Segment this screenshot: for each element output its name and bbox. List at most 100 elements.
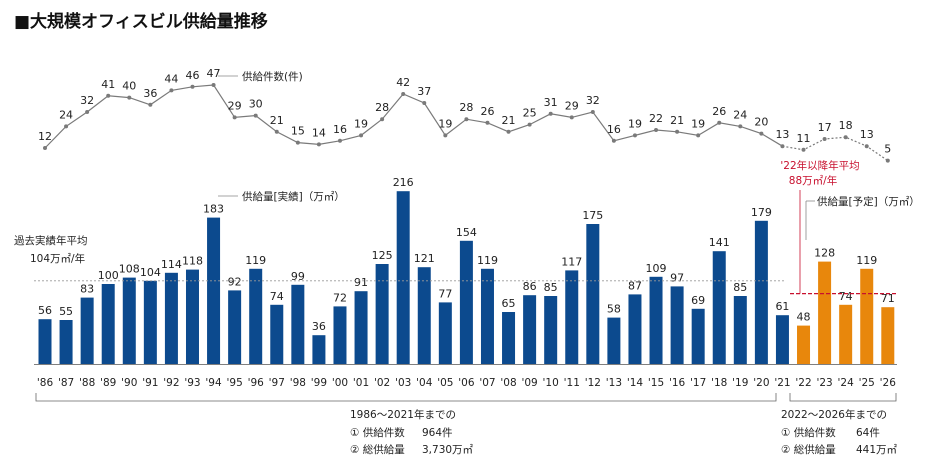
x-tick-label: '25 (859, 377, 875, 389)
count-value-label: 22 (649, 112, 663, 125)
x-tick-label: '05 (437, 377, 453, 389)
bar-planned-24 (839, 304, 853, 364)
x-tick-label: '06 (458, 377, 475, 389)
future-summary-count-label: ① 供給件数 (781, 426, 836, 439)
count-point (359, 133, 364, 138)
count-value-label: 30 (249, 98, 263, 111)
future-summary-total-label: ② 総供給量 (781, 443, 836, 456)
future-average-label: '22年以降年平均 (780, 159, 859, 172)
count-value-label: 19 (354, 117, 368, 130)
bar-value-label: 85 (544, 281, 558, 294)
bar-actual-95 (228, 290, 242, 364)
bar-value-label: 109 (646, 262, 667, 275)
x-tick-label: '26 (880, 377, 897, 389)
legend-actual: 供給量[実績]（万㎡） (242, 190, 345, 203)
bar-actual-90 (122, 277, 136, 364)
future-summary-title: 2022～2026年までの (781, 408, 887, 421)
x-tick-label: '19 (732, 377, 748, 389)
count-value-label: 28 (375, 101, 389, 114)
bar-value-label: 87 (628, 279, 642, 292)
bar-value-label: 179 (751, 206, 772, 219)
past-average-label: 過去実績年平均 (14, 234, 88, 247)
count-point (632, 133, 637, 138)
bar-actual-08 (502, 312, 516, 364)
count-point (759, 131, 764, 136)
count-value-label: 15 (291, 125, 305, 138)
count-point (675, 129, 680, 134)
x-tick-label: '09 (521, 377, 537, 389)
count-value-label: 21 (670, 114, 684, 127)
count-value-label: 24 (59, 108, 73, 121)
future-summary-total-value: 441万㎡ (856, 444, 898, 456)
count-value-label: 17 (818, 121, 832, 134)
bar-value-label: 92 (228, 275, 242, 288)
x-tick-label: '11 (564, 377, 580, 389)
count-value-label: 14 (312, 126, 326, 139)
count-value-label: 5 (884, 143, 891, 156)
x-tick-label: '16 (669, 377, 686, 389)
count-point (569, 115, 574, 120)
count-value-label: 12 (38, 130, 52, 143)
x-tick-label: '21 (774, 377, 790, 389)
bar-value-label: 183 (203, 203, 224, 216)
count-value-label: 19 (628, 117, 642, 130)
count-value-label: 19 (691, 117, 705, 130)
bar-actual-15 (649, 276, 663, 364)
x-tick-label: '92 (163, 377, 179, 389)
count-series-layer: 12 24 32 41 40 36 44 46 47 29 30 21 15 14 16 19 28 42 37 19… (38, 67, 891, 163)
count-value-label: 46 (185, 69, 199, 82)
bar-value-label: 154 (456, 226, 477, 239)
bar-actual-01 (354, 291, 368, 364)
x-tick-label: '04 (416, 377, 433, 389)
count-point (211, 83, 216, 87)
bar-actual-20 (754, 220, 768, 364)
count-value-label: 28 (459, 101, 473, 114)
bar-actual-12 (586, 224, 600, 364)
count-point (717, 120, 722, 125)
x-tick-label: '23 (816, 377, 832, 389)
bar-value-label: 118 (182, 255, 203, 268)
bar-actual-87 (59, 320, 73, 364)
count-point (801, 147, 806, 152)
x-tick-label: '00 (332, 377, 348, 389)
count-point (316, 142, 321, 147)
x-tick-label: '12 (585, 377, 601, 389)
count-value-label: 32 (586, 94, 600, 107)
x-tick-label: '96 (248, 377, 265, 389)
count-point (274, 129, 279, 134)
bar-actual-89 (101, 284, 115, 364)
count-value-label: 29 (565, 99, 579, 112)
bar-value-label: 36 (312, 320, 326, 333)
count-point (422, 101, 427, 105)
count-value-label: 24 (733, 108, 747, 121)
bar-value-label: 119 (856, 254, 877, 267)
bar-actual-93 (185, 269, 199, 364)
bar-actual-14 (628, 294, 642, 364)
count-value-label: 32 (80, 94, 94, 107)
bar-value-label: 108 (119, 263, 140, 276)
x-tick-label: '03 (395, 377, 411, 389)
bar-actual-07 (480, 268, 494, 364)
past-summary-count-value: 964件 (422, 427, 453, 439)
bar-value-label: 104 (140, 266, 161, 279)
x-tick-label: '13 (606, 377, 622, 389)
count-point (611, 138, 616, 143)
x-tick-label: '94 (205, 377, 222, 389)
bar-planned-26 (881, 307, 895, 364)
x-tick-label: '01 (353, 377, 369, 389)
x-tick-label: '08 (500, 377, 516, 389)
bar-value-label: 86 (523, 280, 537, 293)
bar-value-label: 77 (438, 287, 452, 300)
x-tick-label: '89 (100, 377, 116, 389)
past-bracket (35, 393, 777, 402)
bar-actual-16 (670, 286, 684, 364)
count-value-label: 36 (143, 87, 157, 100)
bar-actual-99 (312, 335, 326, 364)
chart-title: ■大規模オフィスビル供給量推移 (14, 11, 268, 32)
bar-actual-11 (565, 270, 579, 364)
x-tick-label: '86 (37, 377, 54, 389)
x-tick-label: '88 (79, 377, 95, 389)
x-tick-label: '07 (479, 377, 495, 389)
x-tick-label: '22 (795, 377, 811, 389)
x-axis: '86 '87 '88 '89 '90 '91 '92 '93 '94 '95 '96 '97 '98 '… (34, 364, 897, 389)
